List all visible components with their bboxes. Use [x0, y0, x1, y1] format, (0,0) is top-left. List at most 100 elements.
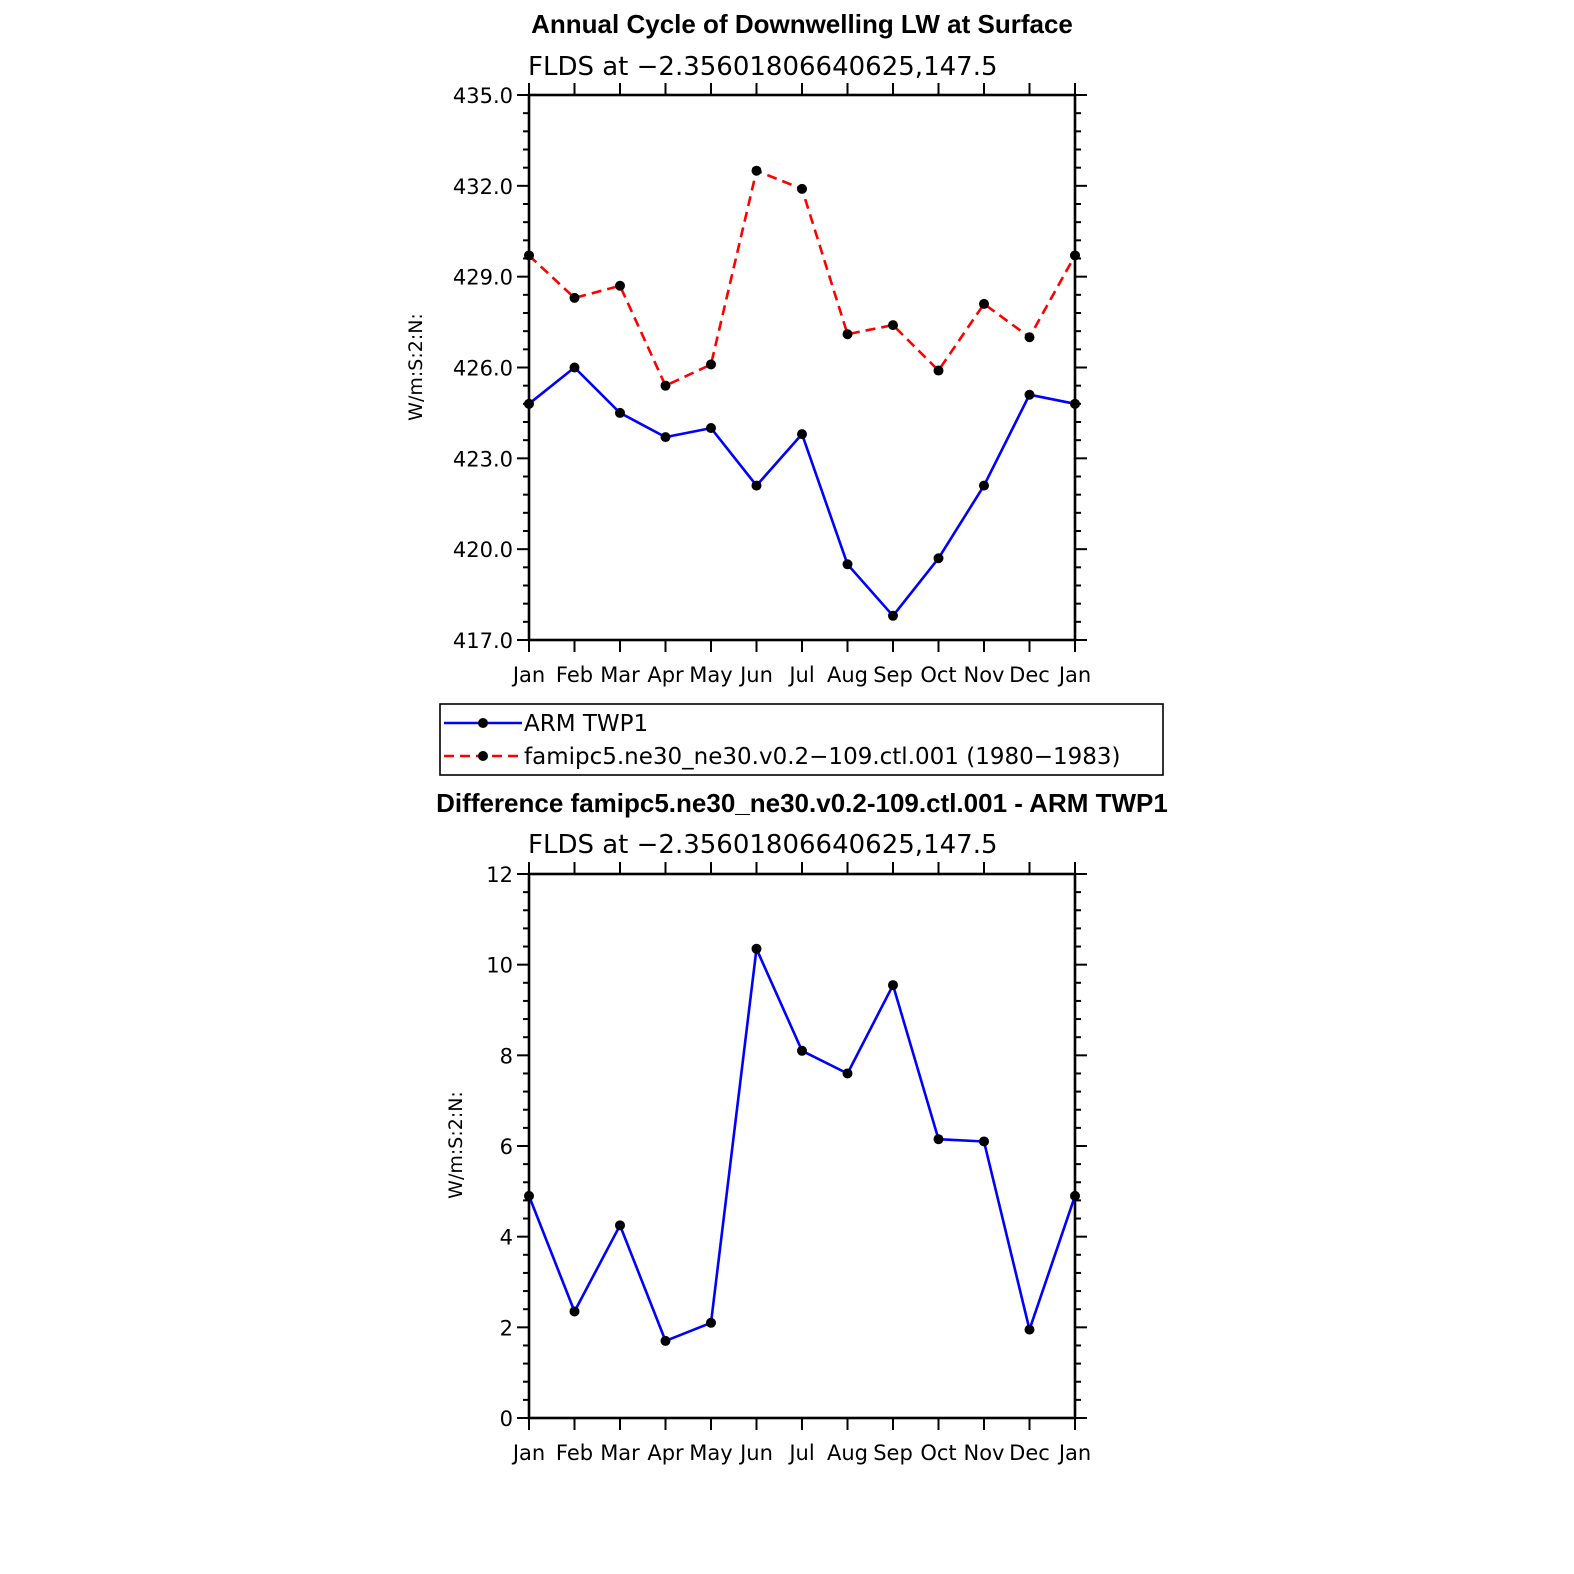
- y-tick-label: 423.0: [453, 447, 513, 471]
- data-point: [842, 1068, 853, 1079]
- data-point: [888, 320, 898, 331]
- legend-marker-model: [478, 751, 488, 761]
- chart-subtitle: FLDS at −2.35601806640625,147.5: [528, 52, 998, 82]
- data-point: [797, 1045, 807, 1056]
- data-point: [524, 1190, 534, 1201]
- data-point: [706, 423, 716, 434]
- data-point: [933, 1134, 944, 1145]
- data-point: [933, 365, 944, 376]
- data-point: [569, 292, 580, 303]
- x-tick-label: Jan: [511, 1441, 545, 1465]
- data-point: [933, 553, 944, 564]
- data-point: [979, 298, 989, 309]
- x-tick-label: Feb: [556, 663, 593, 687]
- x-tick-label: Sep: [873, 663, 913, 687]
- data-point: [797, 183, 807, 194]
- x-tick-label: Jan: [1057, 1441, 1091, 1465]
- x-tick-label: Jan: [1057, 663, 1091, 687]
- y-tick-label: 420.0: [453, 538, 513, 562]
- chart-title: Difference famipc5.ne30_ne30.v0.2-109.ct…: [436, 788, 1168, 818]
- plot-frame: [527, 93, 1077, 642]
- y-tick-label: 432.0: [453, 175, 513, 199]
- x-tick-label: Dec: [1009, 663, 1050, 687]
- data-point: [524, 250, 534, 261]
- y-tick-label: 426.0: [453, 357, 513, 381]
- x-tick-label: Feb: [556, 1441, 593, 1465]
- data-point: [888, 610, 898, 621]
- x-tick-label: Nov: [964, 1441, 1005, 1465]
- x-tick-label: Sep: [873, 1441, 913, 1465]
- legend-label-arm: ARM TWP1: [524, 711, 648, 737]
- x-tick-label: Jan: [511, 663, 545, 687]
- plot-area: 0 2 4 6 8 10 12 Jan Feb Mar Apr May Jun Jul Aug Sep Oct N…: [486, 862, 1091, 1465]
- data-point: [797, 429, 807, 440]
- y-tick-label: 4: [500, 1226, 513, 1250]
- x-tick-label: Aug: [827, 1441, 868, 1465]
- data-point: [615, 1220, 625, 1231]
- data-point: [660, 1335, 671, 1346]
- x-tick-label: Nov: [964, 663, 1005, 687]
- data-point: [1070, 398, 1080, 409]
- annual-cycle-chart: Annual Cycle of Downwelling LW at Surfac…: [405, 9, 1091, 687]
- x-tick-label: Dec: [1009, 1441, 1050, 1465]
- series-line-0: [527, 947, 1077, 1343]
- difference-chart: Difference famipc5.ne30_ne30.v0.2-109.ct…: [436, 788, 1168, 1465]
- plot-area: 417.0 420.0 423.0 426.0 429.0 432.0 435.0 Jan Fe…: [453, 83, 1091, 687]
- data-point: [615, 407, 625, 418]
- data-point: [751, 943, 762, 954]
- data-point: [1070, 250, 1080, 261]
- x-tick-label: Jun: [738, 663, 773, 687]
- series-line-0: [528, 366, 1076, 618]
- legend-marker-arm: [478, 718, 488, 728]
- x-tick-label: May: [689, 663, 732, 687]
- x-tick-label: Mar: [600, 1441, 640, 1465]
- y-tick-label: 0: [500, 1407, 513, 1431]
- legend-label-model: famipc5.ne30_ne30.v0.2−109.ctl.001 (1980…: [524, 744, 1121, 770]
- data-point: [979, 480, 989, 491]
- data-point: [751, 480, 762, 491]
- plot-frame: [527, 872, 1077, 1420]
- x-tick-label: Jul: [787, 663, 814, 687]
- y-tick-label: 429.0: [453, 266, 513, 290]
- data-point: [660, 380, 671, 391]
- legend-box: [439, 703, 1164, 776]
- data-point: [660, 432, 671, 443]
- data-point: [1024, 1324, 1035, 1335]
- data-point: [888, 980, 898, 991]
- x-tick-label: Apr: [647, 663, 684, 687]
- y-tick-label: 12: [486, 863, 513, 887]
- data-point: [1024, 332, 1035, 343]
- x-tick-label: Apr: [647, 1441, 684, 1465]
- x-tick-label: Oct: [920, 663, 956, 687]
- x-tick-label: Jul: [787, 1441, 814, 1465]
- data-point: [751, 165, 762, 176]
- x-tick-label: Mar: [600, 663, 640, 687]
- x-tick-label: May: [689, 1441, 732, 1465]
- x-tick-label: Oct: [920, 1441, 956, 1465]
- y-axis-label: W/m:S:2:N:: [445, 1091, 467, 1199]
- x-tick-label: Aug: [827, 663, 868, 687]
- data-point: [842, 559, 853, 570]
- data-point: [524, 398, 534, 409]
- data-point: [979, 1136, 989, 1147]
- chart-title: Annual Cycle of Downwelling LW at Surfac…: [531, 9, 1073, 39]
- chart-subtitle: FLDS at −2.35601806640625,147.5: [528, 830, 998, 860]
- data-point: [569, 1306, 580, 1317]
- data-point: [706, 359, 716, 370]
- y-tick-label: 2: [500, 1316, 513, 1340]
- data-point: [842, 329, 853, 340]
- y-axis-label: W/m:S:2:N:: [405, 313, 427, 421]
- data-point: [569, 362, 580, 373]
- y-tick-label: 435.0: [453, 84, 513, 108]
- x-tick-label: Jun: [738, 1441, 773, 1465]
- y-tick-label: 10: [486, 954, 513, 978]
- data-point: [1024, 389, 1035, 400]
- data-point: [1070, 1190, 1080, 1201]
- y-tick-label: 8: [500, 1044, 513, 1068]
- data-point: [615, 280, 625, 291]
- series-line-1: [528, 169, 1077, 388]
- data-point: [706, 1317, 716, 1328]
- y-tick-label: 6: [500, 1135, 513, 1159]
- y-tick-label: 417.0: [453, 629, 513, 653]
